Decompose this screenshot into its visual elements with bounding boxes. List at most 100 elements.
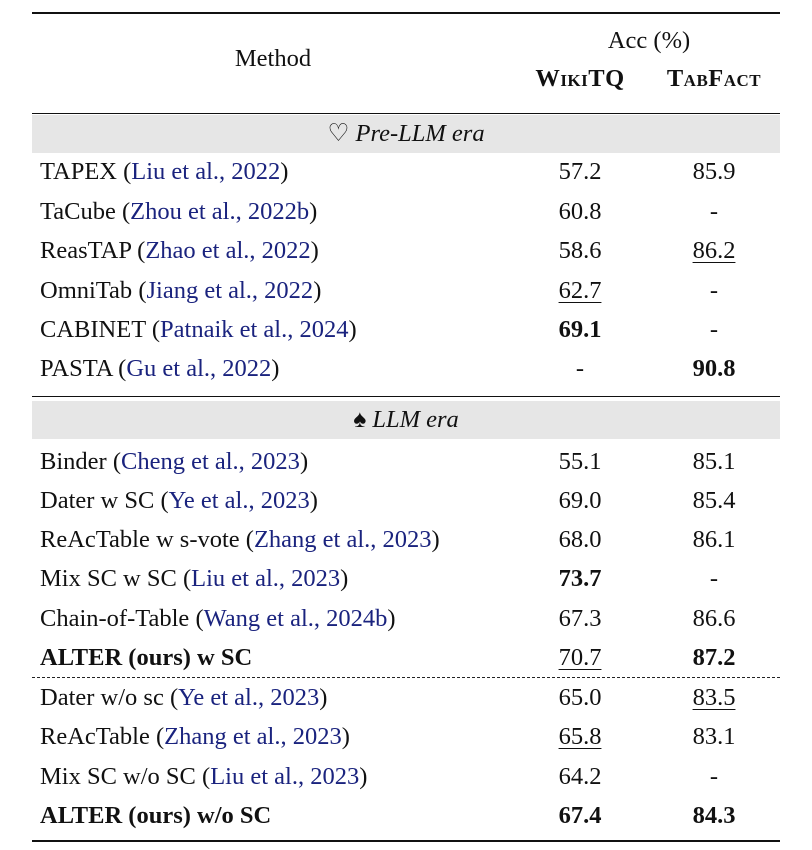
tabfact-value: 86.2 <box>692 237 736 264</box>
tabfact-value: 85.4 <box>692 487 736 514</box>
top-rule <box>32 12 780 14</box>
wikitq-value: 60.8 <box>558 198 602 225</box>
section-band <box>32 401 780 439</box>
method-cell: PASTA (Gu et al., 2022) <box>40 354 279 384</box>
paren: ( <box>163 684 179 711</box>
citation-link: Zhou et al., 2022b <box>130 198 310 225</box>
method-cell: ALTER (ours) w SC <box>40 643 252 673</box>
wikitq-value: 64.2 <box>558 763 602 790</box>
method-name: TAPEX <box>40 158 117 185</box>
method-cell: CABINET (Patnaik et al., 2024) <box>40 315 357 345</box>
method-name: Chain-of-Table <box>40 605 190 632</box>
tabfact-value: - <box>709 316 719 343</box>
citation-link: Patnaik et al., 2024 <box>160 316 349 343</box>
method-name: OmniTab <box>40 277 133 304</box>
wikitq-value: 73.7 <box>558 565 602 592</box>
wikitq-value: 62.7 <box>558 277 602 304</box>
wikitq-value: 67.4 <box>558 802 602 829</box>
paren: ) <box>309 487 318 514</box>
paren: ) <box>359 763 368 790</box>
wikitq-value: 67.3 <box>558 605 602 632</box>
paren: ( <box>176 565 192 592</box>
citation-link: Ye et al., 2023 <box>178 684 320 711</box>
section-title: LLM era <box>366 406 459 433</box>
paren: ( <box>115 198 131 225</box>
paren: ) <box>387 605 396 632</box>
section-label: ♠ LLM era <box>0 405 812 435</box>
paren: ( <box>189 605 204 632</box>
paren: ( <box>154 487 169 514</box>
section-title: Pre-LLM era <box>349 120 485 147</box>
tabfact-value: - <box>709 763 719 790</box>
paren: ) <box>313 277 322 304</box>
method-cell: Dater w SC (Ye et al., 2023) <box>40 486 318 516</box>
method-name: CABINET <box>40 316 146 343</box>
method-name: ALTER (ours) w SC <box>40 644 253 671</box>
method-name: ReAcTable w s-vote <box>40 526 240 553</box>
paren: ) <box>341 723 350 750</box>
citation-link: Liu et al., 2023 <box>210 763 360 790</box>
paren: ( <box>132 277 147 304</box>
method-name: Mix SC w SC <box>40 565 177 592</box>
wikitq-value: 57.2 <box>558 158 602 185</box>
wikitq-value: 58.6 <box>558 237 602 264</box>
tabfact-value: 86.6 <box>692 605 736 632</box>
method-name: ReasTAP <box>40 237 132 264</box>
tabfact-header: TabFact <box>666 65 762 92</box>
citation-link: Zhang et al., 2023 <box>253 526 432 553</box>
wikitq-value: 70.7 <box>558 644 602 671</box>
paren: ( <box>149 723 165 750</box>
wikitq-value: 65.8 <box>558 723 602 750</box>
tabfact-value: - <box>709 277 719 304</box>
citation-link: Gu et al., 2022 <box>126 355 272 382</box>
method-cell: Mix SC w/o SC (Liu et al., 2023) <box>40 762 367 792</box>
paren: ) <box>348 316 357 343</box>
citation-link: Jiang et al., 2022 <box>146 277 314 304</box>
paren: ) <box>299 448 309 475</box>
citation-link: Liu et al., 2022 <box>131 158 281 185</box>
method-name: ReAcTable <box>40 723 150 750</box>
method-name: ALTER (ours) w/o SC <box>40 802 272 829</box>
citation-link: Ye et al., 2023 <box>168 487 310 514</box>
method-cell: OmniTab (Jiang et al., 2022) <box>40 276 321 306</box>
tabfact-value: 90.8 <box>692 355 736 382</box>
method-name: Dater w SC <box>40 487 155 514</box>
paren: ( <box>239 526 254 553</box>
method-cell: Chain-of-Table (Wang et al., 2024b) <box>40 604 396 634</box>
citation-link: Zhang et al., 2023 <box>164 723 342 750</box>
section-band <box>32 115 780 153</box>
group-divider <box>32 677 780 678</box>
tabfact-value: 86.1 <box>692 526 736 553</box>
citation-link: Zhao et al., 2022 <box>145 237 311 264</box>
spade-icon: ♠ <box>353 406 367 433</box>
wikitq-value: 68.0 <box>558 526 602 553</box>
paren: ( <box>112 355 127 382</box>
section-rule <box>32 396 780 398</box>
method-cell: Mix SC w SC (Liu et al., 2023) <box>40 564 348 594</box>
method-cell: ReasTAP (Zhao et al., 2022) <box>40 236 319 266</box>
tabfact-value: - <box>709 198 719 225</box>
acc-header: Acc (%) <box>607 27 691 54</box>
paren: ) <box>271 355 280 382</box>
header-rule <box>32 113 780 115</box>
paren: ) <box>280 158 289 185</box>
heart-icon: ♡ <box>327 120 350 147</box>
paren: ( <box>145 316 161 343</box>
method-name: PASTA <box>40 355 113 382</box>
tabfact-value: 83.1 <box>692 723 736 750</box>
method-cell: TAPEX (Liu et al., 2022) <box>40 157 288 187</box>
wikitq-value: 69.0 <box>558 487 602 514</box>
bottom-rule <box>32 840 780 842</box>
citation-link: Cheng et al., 2023 <box>120 448 300 475</box>
method-cell: ReAcTable w s-vote (Zhang et al., 2023) <box>40 525 440 555</box>
wikitq-header: WikiTQ <box>535 65 625 92</box>
method-cell: Binder (Cheng et al., 2023) <box>40 447 308 477</box>
method-name: TaCube <box>40 198 116 225</box>
citation-link: Wang et al., 2024b <box>203 605 388 632</box>
method-name: Binder <box>40 448 107 475</box>
method-name: Dater w/o sc <box>40 684 164 711</box>
section-label: ♡ Pre-LLM era <box>0 119 812 149</box>
method-cell: ReAcTable (Zhang et al., 2023) <box>40 722 350 752</box>
method-header: Method <box>234 45 312 72</box>
citation-link: Liu et al., 2023 <box>191 565 341 592</box>
